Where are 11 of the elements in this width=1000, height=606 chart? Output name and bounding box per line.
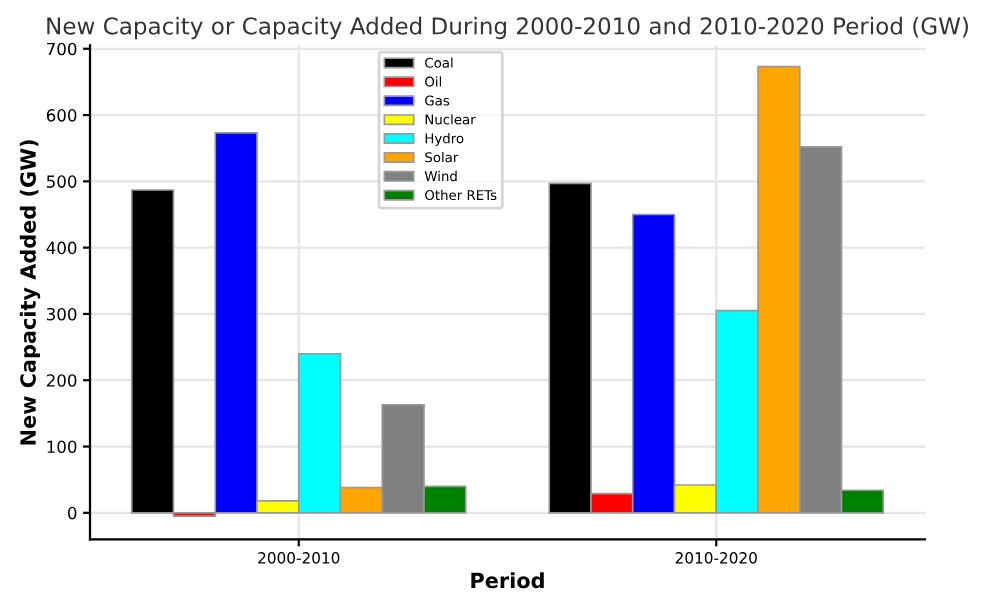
y-axis-title: New Capacity Added (GW) (19, 140, 41, 445)
x-axis-title: Period (471, 572, 544, 589)
y-tick-label: 500 (46, 175, 77, 188)
y-tick-label: 200 (46, 374, 77, 387)
y-tick-label: 600 (46, 109, 77, 122)
y-tick-label: 100 (47, 440, 77, 454)
y-tick-label: 300 (46, 307, 77, 321)
chart-title: New Capacity or Capacity Added During 2000-2010 and 2010-2020 Period (GW) (47, 16, 968, 40)
y-tick-label: 700 (47, 42, 77, 56)
y-tick-label: 0 (67, 506, 77, 520)
y-tick-label: 400 (46, 241, 77, 255)
